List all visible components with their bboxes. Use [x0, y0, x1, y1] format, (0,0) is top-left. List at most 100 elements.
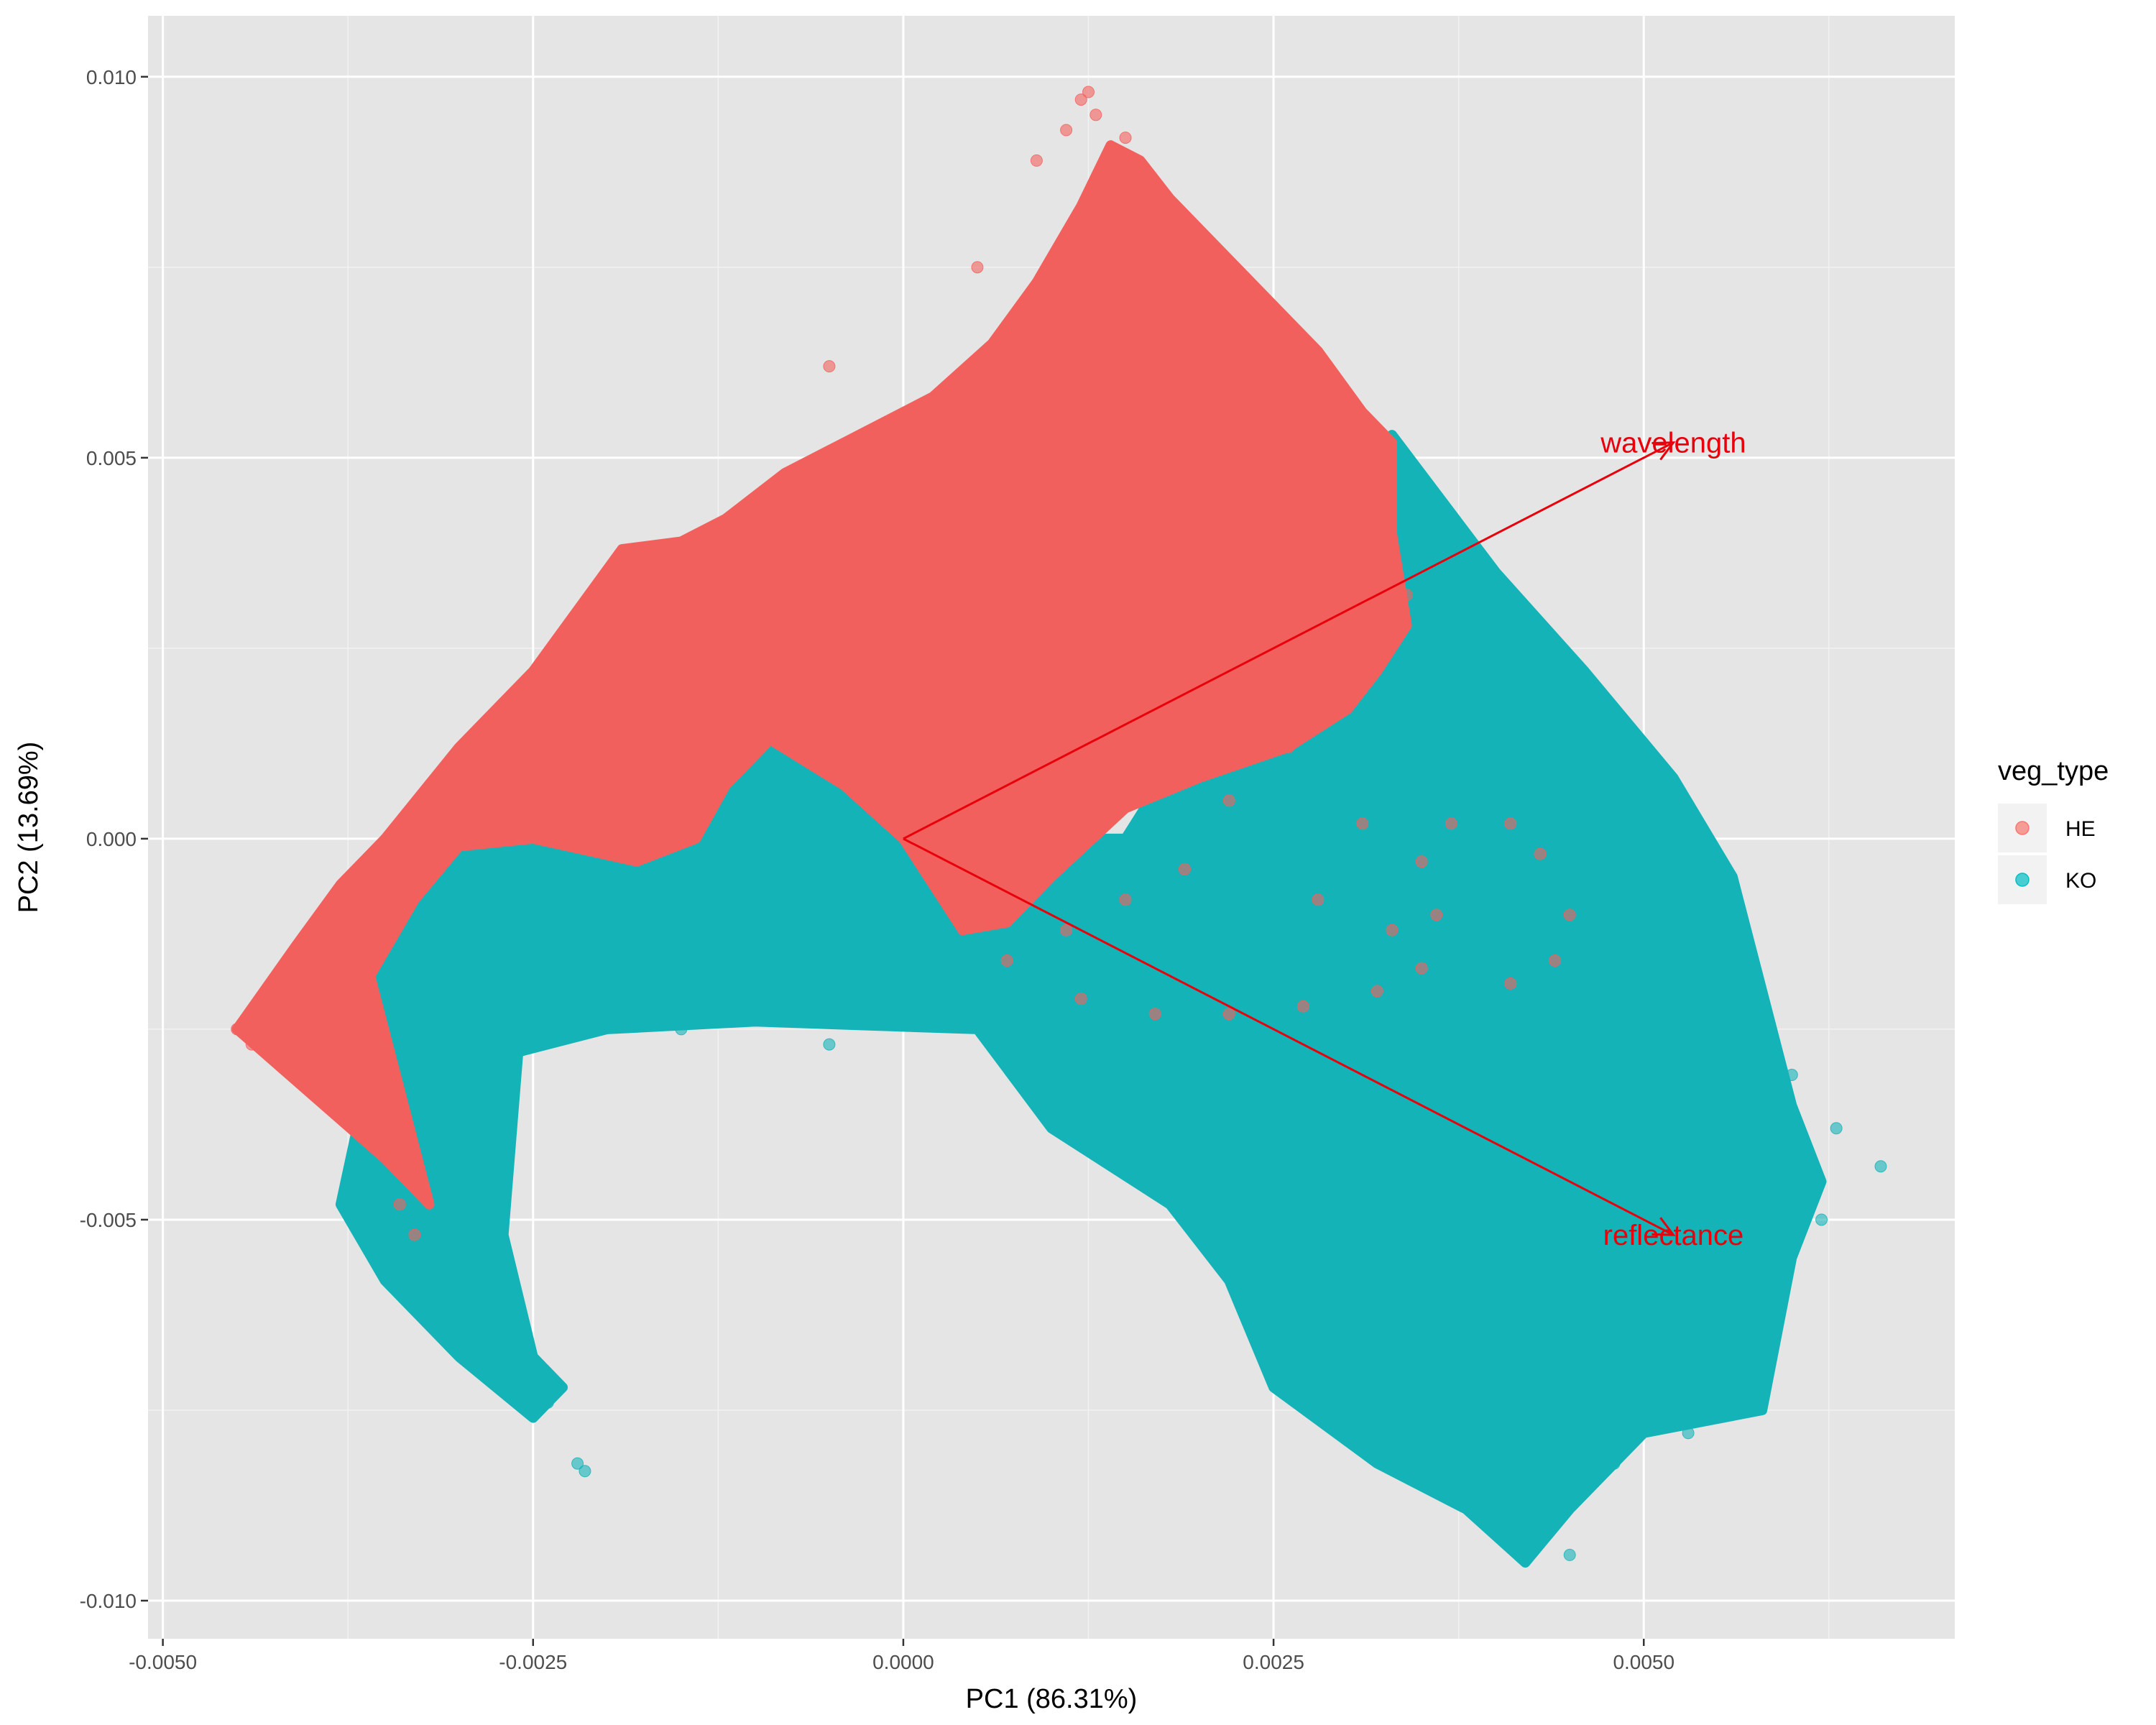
- data-point: [1460, 1442, 1473, 1455]
- y-tick-label: 0.000: [86, 828, 137, 850]
- data-point: [1312, 893, 1325, 906]
- x-tick-label: -0.0050: [129, 1651, 197, 1673]
- loading-arrow-reflectance: reflectance: [903, 837, 1744, 1251]
- data-point: [1504, 817, 1517, 830]
- data-point: [1193, 1175, 1206, 1188]
- data-point: [1682, 1427, 1695, 1440]
- data-point: [1341, 665, 1354, 678]
- loading-arrow-wavelength: wavelength: [903, 428, 1746, 840]
- data-point: [1563, 1548, 1576, 1561]
- data-point: [1370, 985, 1383, 998]
- data-point: [1060, 1099, 1073, 1112]
- data-point: [1386, 924, 1399, 937]
- data-point: [393, 1198, 406, 1211]
- data-point: [1074, 993, 1087, 1006]
- loading-arrow-head: [1651, 1217, 1676, 1236]
- y-tick-label: -0.005: [80, 1209, 137, 1231]
- data-point: [1296, 1000, 1309, 1013]
- data-point: [1504, 977, 1517, 990]
- legend-item-he: HE: [1998, 804, 2096, 852]
- data-point: [1785, 1069, 1798, 1082]
- data-point: [1089, 109, 1102, 121]
- data-point: [1534, 1480, 1547, 1493]
- data-point: [1119, 132, 1132, 144]
- data-point: [1015, 1069, 1028, 1082]
- data-point: [1148, 1008, 1161, 1021]
- data-point: [1504, 1533, 1517, 1546]
- data-point: [1312, 1274, 1325, 1287]
- data-point: [1356, 1335, 1369, 1348]
- data-point: [1593, 1366, 1606, 1379]
- data-point: [1030, 154, 1043, 167]
- data-point: [1756, 1015, 1769, 1028]
- x-tick-label: 0.0050: [1613, 1651, 1674, 1673]
- data-point: [1252, 1305, 1265, 1317]
- data-point: [497, 1266, 510, 1279]
- x-tick-label: 0.0000: [872, 1651, 934, 1673]
- data-point: [1074, 93, 1087, 106]
- data-point: [823, 1038, 836, 1051]
- data-point: [1549, 1510, 1562, 1523]
- data-point: [512, 1335, 525, 1348]
- data-point: [823, 360, 836, 373]
- data-point: [1222, 794, 1235, 807]
- data-point: [1445, 1412, 1457, 1425]
- data-point: [1608, 1175, 1621, 1188]
- loading-label: reflectance: [1603, 1220, 1744, 1251]
- x-tick-label: -0.0025: [499, 1651, 567, 1673]
- legend-label: KO: [2065, 869, 2096, 893]
- series-he: [231, 86, 1576, 1241]
- data-point: [1771, 1274, 1784, 1287]
- data-point: [1370, 634, 1383, 647]
- data-point: [541, 1396, 554, 1409]
- legend: veg_type HE KO: [1998, 756, 2109, 904]
- data-point: [1608, 1457, 1621, 1470]
- data-point: [408, 1228, 421, 1241]
- data-point: [1815, 1213, 1828, 1226]
- data-point: [1222, 1008, 1235, 1021]
- data-point: [467, 1198, 480, 1211]
- loading-arrow-head: [1651, 441, 1676, 461]
- loading-arrow-line: [903, 837, 1674, 1236]
- legend-symbol: [2015, 821, 2030, 835]
- y-tick-label: -0.010: [80, 1590, 137, 1612]
- loading-arrow-line: [903, 441, 1674, 840]
- data-point: [1401, 589, 1414, 602]
- data-point: [1327, 695, 1340, 708]
- legend-symbol: [2015, 873, 2030, 887]
- data-point: [1785, 1183, 1798, 1196]
- data-point: [1178, 862, 1191, 875]
- data-point: [1060, 124, 1073, 137]
- data-point: [438, 1236, 451, 1249]
- data-point: [245, 1038, 258, 1051]
- data-point: [1060, 924, 1073, 937]
- data-point: [1667, 1305, 1680, 1317]
- data-point: [1445, 817, 1457, 830]
- series-he-dense-region: [231, 140, 1412, 1210]
- loading-label: wavelength: [1600, 428, 1746, 459]
- y-tick-label: 0.005: [86, 447, 137, 469]
- data-point: [1830, 1122, 1843, 1135]
- data-point: [1874, 1160, 1887, 1173]
- data-point: [1356, 817, 1369, 830]
- data-layer: [231, 86, 1887, 1568]
- data-point: [571, 1457, 584, 1470]
- data-point: [1430, 908, 1443, 921]
- loading-arrows: wavelength reflectance: [903, 428, 1746, 1251]
- data-point: [1282, 741, 1295, 754]
- data-point: [482, 1167, 495, 1180]
- legend-label: HE: [2065, 817, 2096, 841]
- data-point: [1415, 962, 1428, 975]
- data-point: [1697, 954, 1710, 967]
- y-tick-label: 0.010: [86, 66, 137, 88]
- data-point: [675, 1023, 688, 1036]
- x-tick-label: 0.0025: [1243, 1651, 1304, 1673]
- data-point: [1711, 1389, 1724, 1402]
- data-point: [1726, 1351, 1739, 1363]
- x-axis-title: PC1 (86.31%): [966, 1684, 1138, 1714]
- data-point: [1119, 893, 1132, 906]
- data-point: [1000, 954, 1013, 967]
- data-point: [1549, 954, 1562, 967]
- data-point: [1415, 1396, 1428, 1409]
